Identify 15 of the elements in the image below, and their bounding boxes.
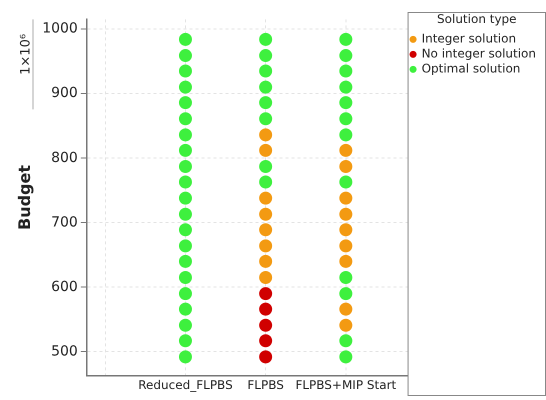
y-tick-label: 900 xyxy=(51,85,78,102)
legend-title: Solution type xyxy=(437,12,517,26)
y-tick-label: 600 xyxy=(51,278,78,295)
legend-label: Optimal solution xyxy=(422,62,520,76)
y-tick-label: 1000 xyxy=(42,20,78,37)
legend-label: No integer solution xyxy=(422,46,536,61)
y-tick-label: 500 xyxy=(51,343,78,360)
x-tick-label: FLPBS xyxy=(247,378,284,392)
x-tick-label: FLPBS+MIP Start xyxy=(295,378,397,392)
text: 1×10⁶ xyxy=(18,34,34,75)
y-tick-label: 800 xyxy=(51,150,78,166)
y-axis-title: Budget xyxy=(14,164,34,230)
x-tick-label: Reduced_FLPBS xyxy=(138,378,233,392)
legend-label: Integer solution xyxy=(422,32,516,46)
y-tick-label: 700 xyxy=(51,214,78,230)
